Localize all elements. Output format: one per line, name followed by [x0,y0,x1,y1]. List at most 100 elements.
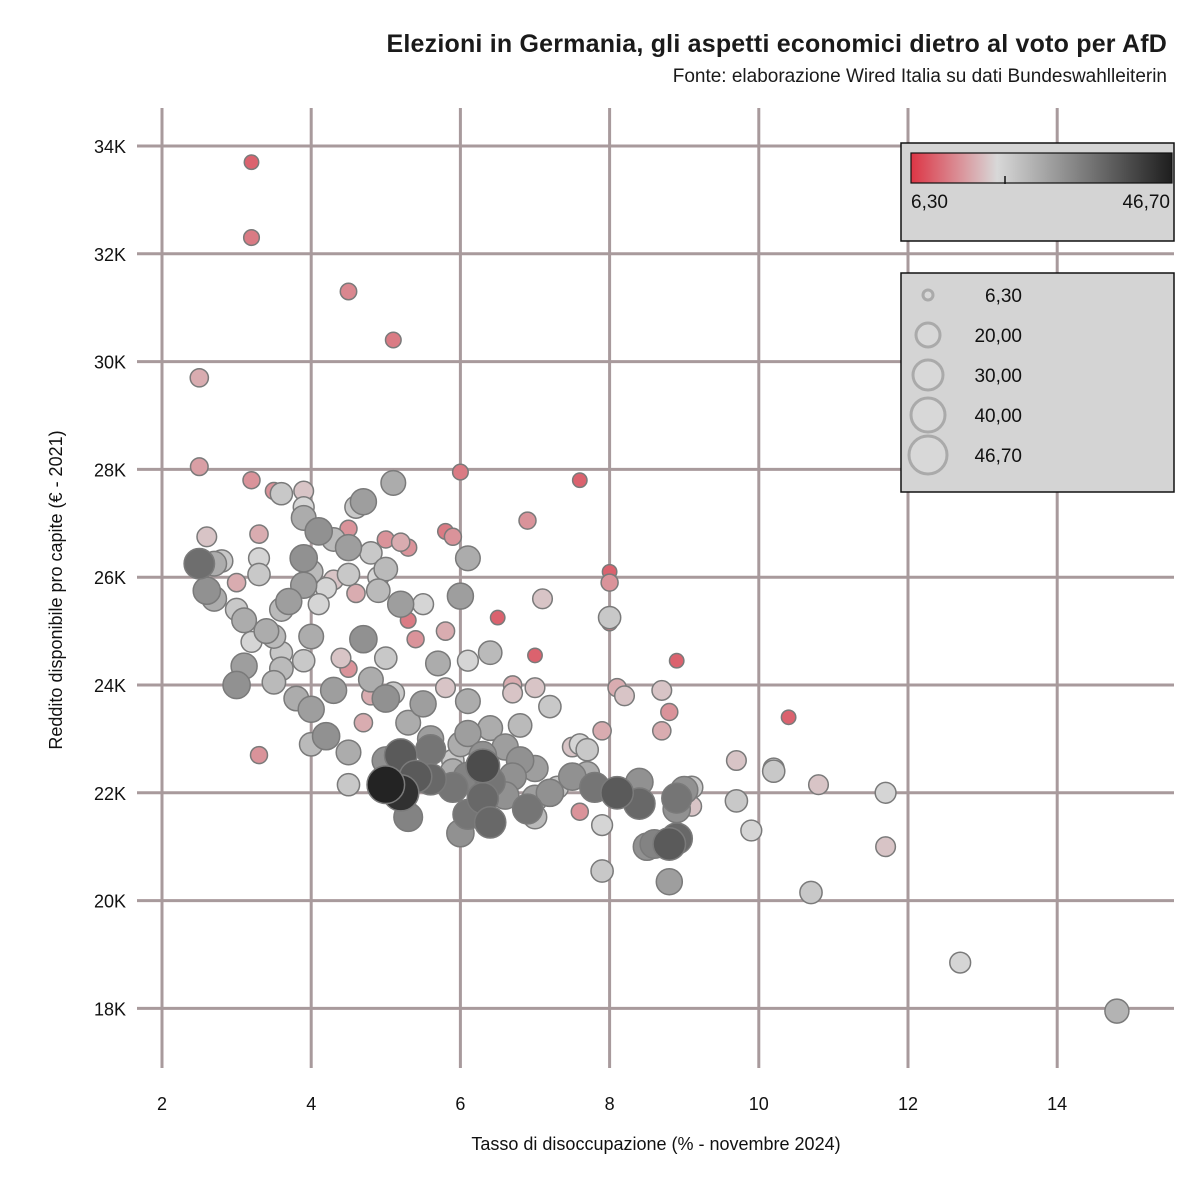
data-point [242,470,261,490]
data-point [571,472,588,489]
size-legend-circle-4 [909,396,947,434]
y-tick-label: 24K [94,676,126,696]
data-point [183,547,216,580]
data-point [531,588,554,610]
data-point [761,759,786,784]
data-point [249,524,269,544]
data-point [304,517,334,546]
data-point [613,685,636,707]
data-point [334,533,363,562]
data-point [366,765,406,805]
data-point [652,827,687,861]
data-point [261,669,287,695]
data-point [365,578,391,604]
data-point [335,739,362,766]
data-point [875,836,897,858]
data-point [222,670,251,700]
x-axis-label: Tasso di disoccupazione (% - novembre 20… [471,1134,840,1154]
y-tick-label: 28K [94,460,126,480]
size-legend-circle-1 [921,288,935,302]
data-point [454,545,481,572]
data-points [183,154,1130,1024]
data-point [339,282,358,301]
y-axis-label: Reddito disponibile pro capite (€ - 2021… [46,430,66,749]
data-point [443,527,463,547]
data-point [874,781,897,804]
tick-labels: 2 4 6 8 10 12 14 18K 20K 22K 24K 26K 28K 30K 32K 34K [94,137,1067,1114]
data-point [395,709,422,736]
size-legend-circle-3 [911,358,945,392]
data-point [289,543,319,573]
data-point [507,712,533,738]
data-point [189,457,209,477]
data-point [307,593,330,616]
size-legend-label-4: 40,00 [974,406,1022,427]
data-point [538,694,562,719]
data-point [357,666,384,693]
data-point [725,749,747,772]
data-point [275,587,303,616]
data-point [349,487,378,516]
data-point [454,688,481,715]
color-legend: 6,30 46,70 [900,142,1175,242]
data-point [373,646,398,670]
data-point [298,623,325,650]
size-legend-label-1: 6,30 [985,286,1022,307]
data-point [949,951,972,974]
data-point [253,618,280,645]
data-point [575,737,600,762]
data-point [336,772,361,797]
size-legend: 6,30 20,00 30,00 40,00 46,70 [900,272,1175,493]
data-point [661,782,693,814]
data-point [454,719,482,748]
data-point [243,154,260,171]
data-point [346,583,366,604]
data-point [477,640,503,666]
x-tick-label: 8 [605,1094,615,1114]
data-point [1104,998,1130,1024]
size-legend-label-5: 46,70 [974,446,1022,467]
data-point [291,648,316,673]
data-point [660,702,679,722]
data-point [590,859,614,883]
data-point [527,647,543,664]
data-point [511,793,544,825]
data-point [465,748,501,784]
data-point [807,774,830,796]
data-point [799,880,823,905]
data-point [311,721,341,751]
y-tick-label: 22K [94,784,126,804]
data-point [336,562,361,587]
data-point [406,629,425,649]
data-point [456,649,480,672]
data-point [373,556,399,582]
data-point [590,813,614,837]
data-point [446,582,475,610]
chart-subtitle: Fonte: elaborazione Wired Italia su dati… [672,66,1167,87]
data-point [319,676,348,705]
data-point [349,624,378,654]
size-legend-circle-5 [907,434,949,476]
data-point [353,712,374,733]
data-point [411,593,435,616]
x-tick-label: 14 [1047,1094,1067,1114]
y-tick-label: 32K [94,245,126,265]
data-point [570,802,590,821]
data-point [384,331,402,349]
data-point [489,609,506,626]
data-point [600,775,635,810]
x-tick-label: 4 [306,1094,316,1114]
data-point [249,745,269,765]
data-point [414,734,447,766]
y-tick-label: 30K [94,353,126,373]
data-point [651,679,673,701]
x-tick-label: 10 [749,1094,769,1114]
x-tick-label: 6 [455,1094,465,1114]
data-point [597,605,622,630]
data-point [386,590,415,618]
color-gradient-bar [910,152,1173,184]
y-tick-label: 18K [94,999,126,1019]
data-point [600,573,619,592]
chart-title: Elezioni in Germania, gli aspetti econom… [386,30,1167,58]
